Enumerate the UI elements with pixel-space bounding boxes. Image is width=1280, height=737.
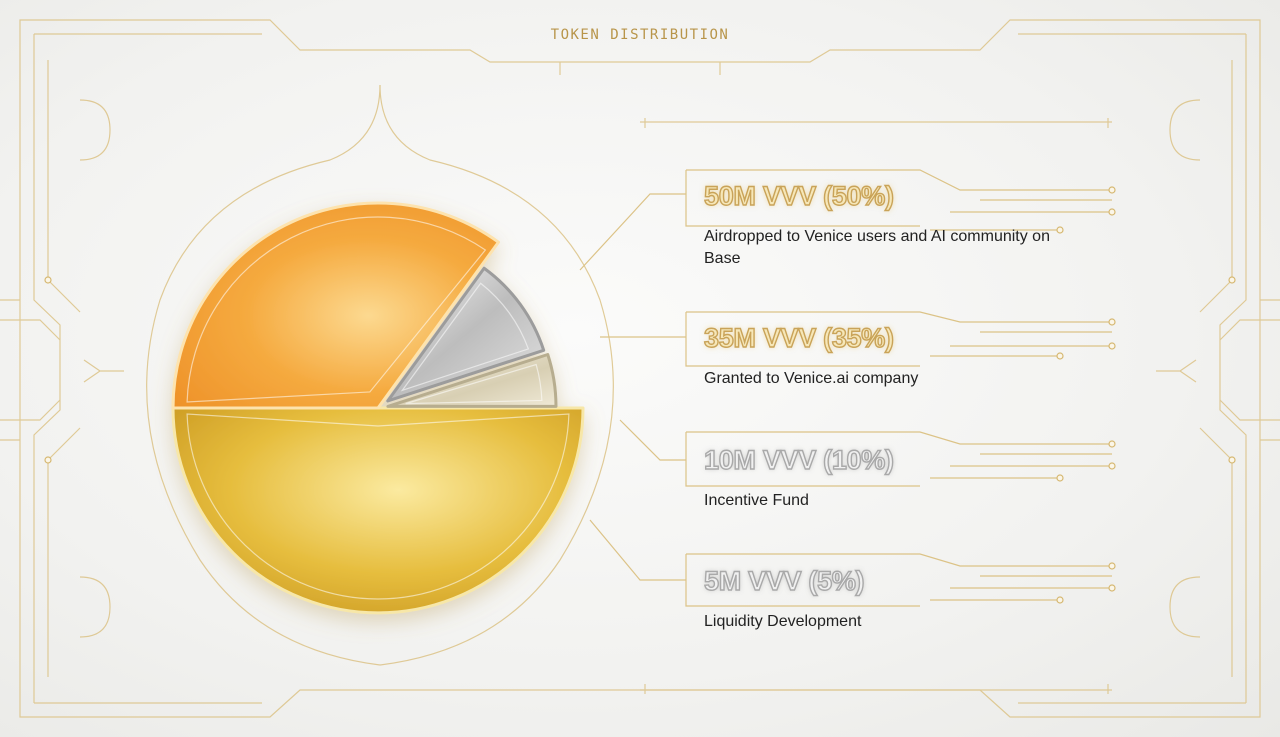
legend-description: Airdropped to Venice users and AI commun… — [704, 228, 1050, 267]
legend-description: Liquidity Development — [704, 613, 862, 630]
pie-slice-company — [171, 201, 500, 410]
pie-slice-airdrop — [171, 406, 585, 615]
legend-item-incentive: 10M VVV (10%) Incentive Fund — [703, 444, 1104, 512]
chart-title: TOKEN DISTRIBUTION — [550, 27, 730, 43]
legend-amount: 5M VVV (5%) — [703, 565, 865, 596]
legend-item-liquidity: 5M VVV (5%) Liquidity Development — [703, 565, 1104, 633]
legend-description: Incentive Fund — [704, 492, 809, 509]
pie-slice-liquidity — [386, 352, 558, 408]
legend-item-company: 35M VVV (35%) Granted to Venice.ai compa… — [703, 322, 1104, 390]
legend-amount: 10M VVV (10%) — [703, 444, 894, 475]
pie-slice-incentive — [386, 266, 546, 403]
pie-slice-incentive-outline — [400, 282, 530, 392]
legend-amount: 35M VVV (35%) — [703, 322, 894, 353]
pie-slice-airdrop-outline — [186, 413, 570, 600]
pie-slice-company-outline — [186, 216, 487, 403]
legend-description: Granted to Venice.ai company — [704, 370, 919, 387]
legend-amount: 50M VVV (50%) — [703, 180, 894, 211]
legend-item-airdrop: 50M VVV (50%) Airdropped to Venice users… — [703, 180, 1104, 270]
pie-slice-liquidity-outline — [405, 363, 543, 405]
